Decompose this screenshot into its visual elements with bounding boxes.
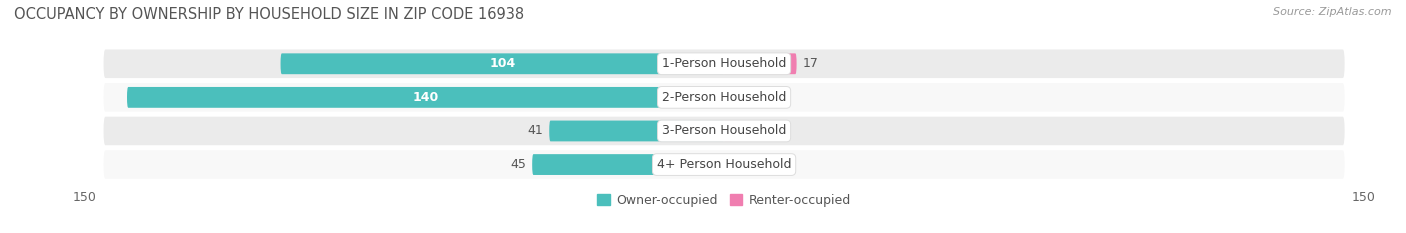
Text: 45: 45 [510,158,526,171]
FancyBboxPatch shape [127,87,724,108]
FancyBboxPatch shape [104,83,1344,112]
Legend: Owner-occupied, Renter-occupied: Owner-occupied, Renter-occupied [592,189,856,212]
Text: 104: 104 [489,57,516,70]
Text: 5: 5 [752,158,759,171]
FancyBboxPatch shape [533,154,724,175]
FancyBboxPatch shape [281,53,724,74]
FancyBboxPatch shape [724,120,733,141]
Text: 9: 9 [769,91,776,104]
FancyBboxPatch shape [724,154,745,175]
Text: 2: 2 [740,124,747,137]
FancyBboxPatch shape [104,150,1344,179]
FancyBboxPatch shape [724,53,797,74]
Text: OCCUPANCY BY OWNERSHIP BY HOUSEHOLD SIZE IN ZIP CODE 16938: OCCUPANCY BY OWNERSHIP BY HOUSEHOLD SIZE… [14,7,524,22]
Text: 1-Person Household: 1-Person Household [662,57,786,70]
FancyBboxPatch shape [550,120,724,141]
FancyBboxPatch shape [104,49,1344,78]
FancyBboxPatch shape [104,117,1344,145]
FancyBboxPatch shape [724,87,762,108]
Text: 41: 41 [527,124,543,137]
Text: 140: 140 [412,91,439,104]
Text: 2-Person Household: 2-Person Household [662,91,786,104]
Text: 17: 17 [803,57,818,70]
Text: 3-Person Household: 3-Person Household [662,124,786,137]
Text: Source: ZipAtlas.com: Source: ZipAtlas.com [1274,7,1392,17]
Text: 4+ Person Household: 4+ Person Household [657,158,792,171]
